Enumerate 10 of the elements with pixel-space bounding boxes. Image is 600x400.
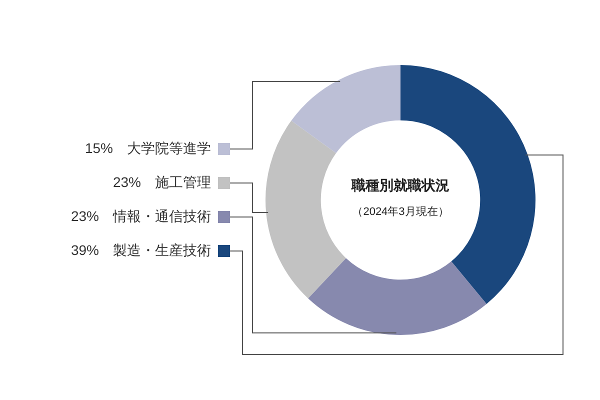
data-label: 15% [84,140,113,156]
legend-label: 施工管理 [155,174,211,190]
data-label: 39% [70,242,99,258]
legend-label: 製造・生産技術 [113,242,211,258]
data-label: 23% [70,208,99,224]
data-label: 23% [112,174,141,190]
legend-label: 大学院等進学 [127,140,211,156]
text: 職種別就職状況 [350,176,450,193]
text: （2024年3月現在） [352,206,449,218]
legend-label: 情報・通信技術 [112,208,211,224]
